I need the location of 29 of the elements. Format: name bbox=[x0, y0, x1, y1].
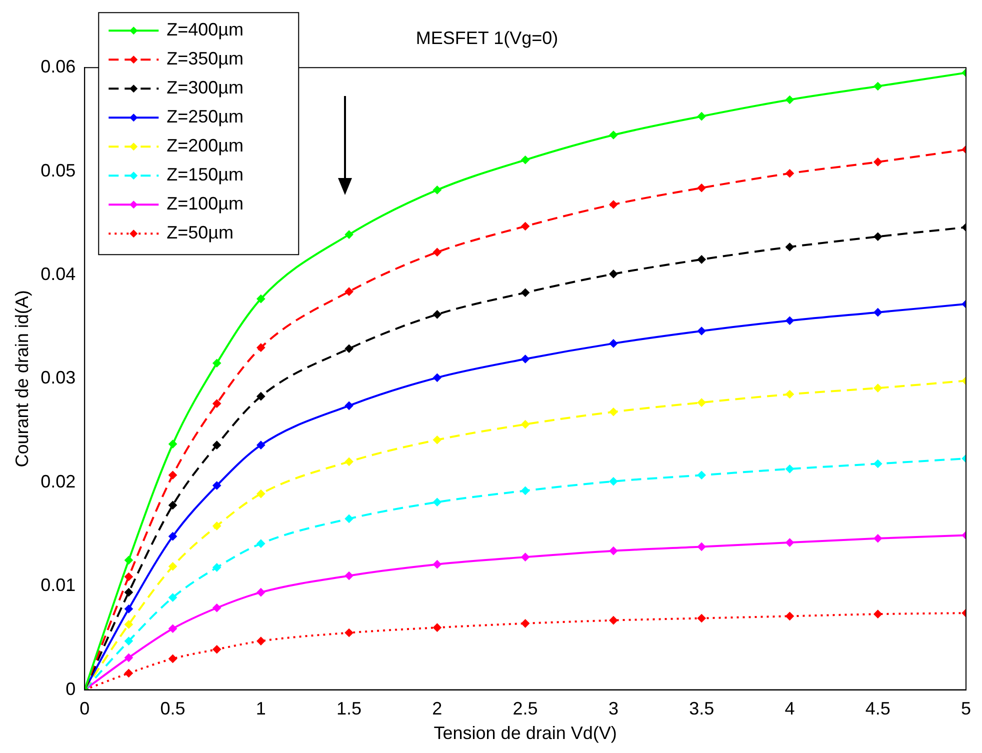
x-tick-label: 5 bbox=[960, 698, 971, 719]
legend-label: Z=100µm bbox=[166, 194, 244, 214]
y-tick-label: 0.04 bbox=[40, 264, 76, 284]
x-tick-label: 3.5 bbox=[689, 698, 714, 719]
y-tick-label: 0.01 bbox=[40, 575, 76, 596]
x-tick-label: 1.5 bbox=[336, 698, 362, 719]
x-tick-label: 3 bbox=[608, 698, 618, 719]
y-axis-title: Courant de drain id(A) bbox=[12, 290, 32, 468]
y-tick-label: 0.05 bbox=[40, 160, 76, 180]
x-tick-label: 2.5 bbox=[512, 698, 538, 719]
y-tick-label: 0.03 bbox=[40, 368, 76, 388]
y-tick-label: 0 bbox=[66, 678, 76, 699]
x-tick-label: 0.5 bbox=[160, 698, 186, 719]
legend-label: Z=250µm bbox=[166, 106, 244, 127]
x-tick-label: 4 bbox=[784, 698, 795, 719]
x-tick-label: 2 bbox=[432, 698, 442, 719]
legend-label: Z=350µm bbox=[166, 48, 244, 69]
y-tick-label: 0.06 bbox=[40, 56, 76, 77]
legend-label: Z=150µm bbox=[166, 164, 244, 185]
chart-title: MESFET 1(Vg=0) bbox=[416, 28, 558, 48]
legend-label: Z=400µm bbox=[166, 20, 244, 40]
legend-label: Z=300µm bbox=[166, 78, 244, 98]
x-tick-label: 4.5 bbox=[865, 698, 890, 719]
legend-label: Z=200µm bbox=[166, 136, 244, 156]
x-axis-title: Tension de drain Vd(V) bbox=[434, 723, 617, 744]
x-tick-label: 1 bbox=[256, 698, 266, 719]
x-tick-label: 0 bbox=[80, 698, 90, 719]
legend-label: Z=50µm bbox=[166, 222, 234, 243]
y-tick-label: 0.02 bbox=[40, 471, 76, 492]
